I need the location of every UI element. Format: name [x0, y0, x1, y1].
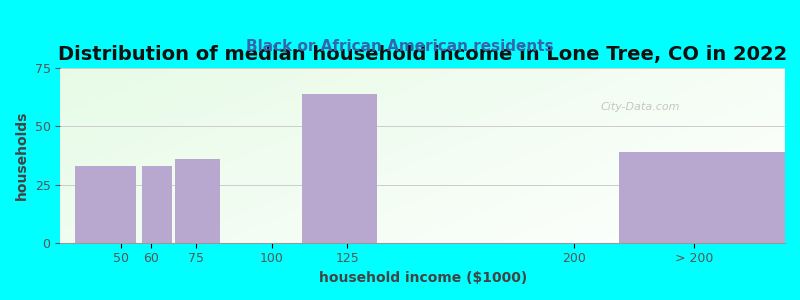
Bar: [175, 159, 220, 243]
Bar: [302, 94, 378, 243]
Bar: [619, 152, 785, 243]
Y-axis label: households: households: [15, 111, 29, 200]
Bar: [75, 166, 136, 243]
Title: Distribution of median household income in Lone Tree, CO in 2022: Distribution of median household income …: [58, 45, 787, 64]
Bar: [142, 166, 172, 243]
Text: City-Data.com: City-Data.com: [600, 102, 680, 112]
Text: Black or African American residents: Black or African American residents: [246, 39, 554, 54]
X-axis label: household income ($1000): household income ($1000): [318, 271, 526, 285]
